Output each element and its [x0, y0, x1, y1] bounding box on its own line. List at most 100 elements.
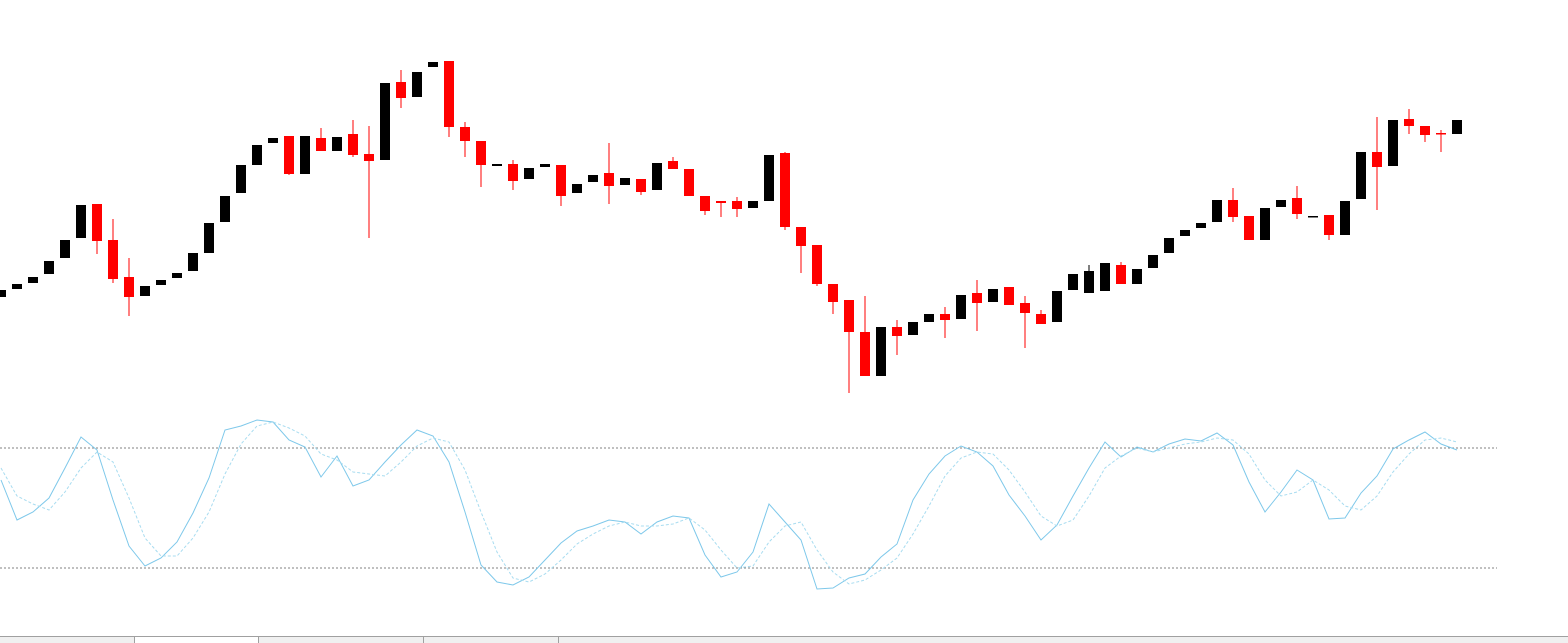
candle-body: [972, 293, 982, 303]
candle-body: [156, 280, 166, 285]
candle-body: [1004, 287, 1014, 305]
candle-body: [748, 201, 758, 208]
candle-body: [956, 295, 966, 319]
candle-body: [556, 165, 566, 196]
candle-body: [1388, 120, 1398, 166]
candle-body: [780, 153, 790, 227]
candle-body: [1052, 291, 1062, 322]
tab[interactable]: [423, 637, 558, 643]
candle-body: [220, 196, 230, 222]
candle-body: [572, 184, 582, 193]
tab[interactable]: [134, 637, 258, 643]
candle-body: [1020, 303, 1030, 313]
candle-body: [236, 165, 246, 193]
candle-body: [1148, 255, 1158, 268]
candle-body: [700, 196, 710, 211]
candle-body: [460, 127, 470, 141]
candle-body: [732, 201, 742, 209]
candle-body: [620, 178, 630, 185]
candle-body: [1068, 274, 1078, 290]
candle-body: [252, 145, 262, 165]
candle-body: [1420, 126, 1430, 135]
candle-body: [1180, 230, 1190, 236]
candle-body: [348, 134, 358, 155]
tab[interactable]: [258, 637, 423, 643]
tab-bar: [0, 636, 1568, 643]
candle-body: [1292, 198, 1302, 214]
candle-body: [876, 327, 886, 376]
candle-body: [892, 327, 902, 336]
candle-body: [524, 168, 534, 179]
candle-body: [604, 173, 614, 186]
candle-body: [908, 322, 918, 335]
candle-body: [0, 290, 6, 297]
candle-body: [844, 300, 854, 332]
candle-body: [124, 277, 134, 297]
candle-body: [1356, 152, 1366, 199]
candle-body: [172, 273, 182, 278]
candle-body: [1340, 201, 1350, 235]
candle-body: [684, 169, 694, 196]
candle-body: [1228, 200, 1238, 217]
candle-body: [428, 62, 438, 67]
candle-body: [1404, 119, 1414, 126]
candle-body: [716, 201, 726, 203]
candle-body: [796, 227, 806, 246]
candle-body: [140, 286, 150, 296]
candle-body: [1436, 133, 1446, 135]
stochastic-line: [0, 421, 1458, 585]
candle-body: [988, 289, 998, 302]
candle-body: [1212, 200, 1222, 222]
candle-body: [44, 261, 54, 274]
candle-body: [668, 161, 678, 169]
candle-body: [812, 245, 822, 284]
candle-body: [636, 179, 646, 192]
candle-body: [588, 175, 598, 182]
candle-body: [12, 284, 22, 289]
candle-body: [1324, 215, 1334, 235]
candle-body: [92, 204, 102, 241]
candle-body: [1308, 216, 1318, 218]
candle-body: [1244, 216, 1254, 240]
candle-body: [476, 141, 486, 165]
candle-body: [1132, 269, 1142, 284]
candle-body: [284, 136, 294, 174]
candle-body: [540, 164, 550, 167]
candle-body: [1116, 265, 1126, 284]
candle-body: [332, 137, 342, 151]
stochastic-line: [0, 419, 1458, 590]
candle-body: [652, 163, 662, 190]
candle-body: [444, 61, 454, 127]
candle-body: [316, 138, 326, 151]
candle-body: [764, 155, 774, 201]
candle-body: [1196, 223, 1206, 228]
candle-body: [1036, 314, 1046, 324]
candle-body: [108, 240, 118, 279]
candle-body: [508, 164, 518, 181]
candle-body: [940, 314, 950, 320]
candle-body: [828, 284, 838, 302]
candle-body: [1164, 238, 1174, 253]
candle-body: [396, 82, 406, 98]
candle-body: [1452, 120, 1462, 134]
tab[interactable]: [558, 637, 559, 643]
candle-body: [1276, 200, 1286, 207]
candle-body: [1084, 271, 1094, 293]
candle-body: [1260, 208, 1270, 240]
candle-body: [76, 205, 86, 238]
candle-body: [492, 164, 502, 166]
candle-body: [412, 72, 422, 97]
candle-body: [204, 223, 214, 253]
candle-body: [60, 240, 70, 258]
candle-body: [300, 136, 310, 174]
candle-body: [28, 277, 38, 283]
candle-body: [1100, 263, 1110, 291]
candle-body: [924, 314, 934, 322]
candle-body: [188, 253, 198, 271]
candle-body: [1372, 152, 1382, 167]
candle-body: [364, 154, 374, 161]
candle-body: [268, 138, 278, 143]
candle-body: [860, 332, 870, 376]
